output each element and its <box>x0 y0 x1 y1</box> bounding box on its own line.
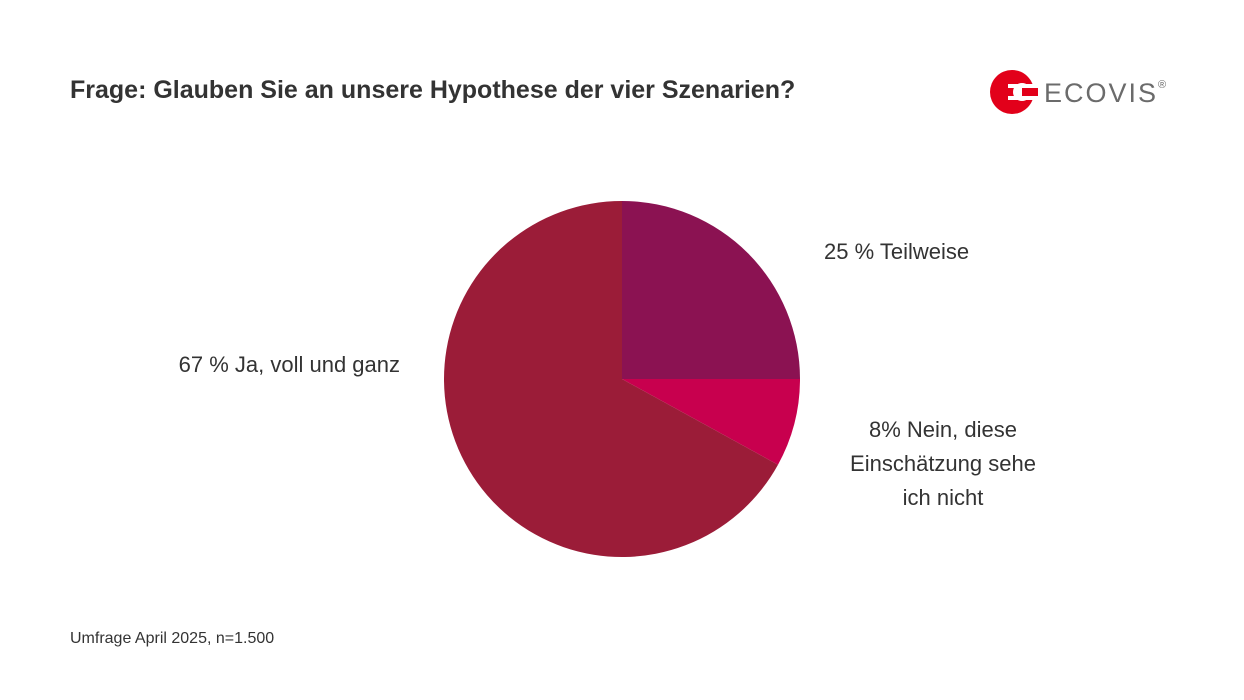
logo-text: ECOVIS <box>1044 78 1159 108</box>
chart-title: Frage: Glauben Sie an unsere Hypothese d… <box>70 76 796 104</box>
category-label: Nein, diese Einschätzung sehe ich nicht <box>850 417 1036 510</box>
logo-mark: ® <box>1158 79 1167 91</box>
value-label: 67 % <box>178 352 229 377</box>
value-label: 25 % <box>824 239 875 264</box>
category-label: Ja, voll und ganz <box>234 352 400 377</box>
logo-icon <box>990 70 1038 114</box>
pie-slice <box>622 201 800 379</box>
slice-label: 8% Nein, diese Einschätzung sehe ich nic… <box>833 413 1053 515</box>
category-label: Teilweise <box>879 239 970 264</box>
slice-label: 25 % Teilweise <box>824 235 1084 269</box>
slice-label: 67 % Ja, voll und ganz <box>100 348 400 382</box>
pie-slice <box>444 201 778 557</box>
value-label: 8% <box>869 417 901 442</box>
logo: ECOVIS® <box>1044 78 1166 109</box>
footnote: Umfrage April 2025, n=1.500 <box>70 630 275 647</box>
pie-slice <box>622 379 800 465</box>
